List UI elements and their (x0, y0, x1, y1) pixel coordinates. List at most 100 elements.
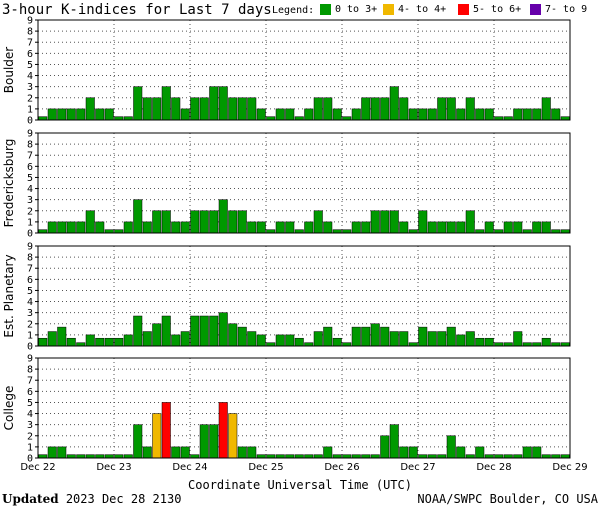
y-tick-label: 6 (27, 49, 33, 60)
panel-frame (37, 132, 571, 234)
k-index-bar (408, 108, 418, 121)
k-index-bar (95, 108, 105, 121)
y-tick-label: 1 (27, 104, 33, 115)
k-index-bar (427, 108, 437, 121)
k-index-bar (190, 210, 200, 234)
panel-name-1: Fredericksburg (2, 139, 16, 228)
k-index-bar (380, 326, 390, 347)
k-index-bar (209, 315, 219, 347)
x-tick-label: Dec 22 (20, 462, 55, 473)
k-index-bar (370, 210, 380, 234)
k-index-bar (57, 446, 67, 459)
k-index-bar (161, 86, 171, 121)
k-index-bar (323, 446, 333, 459)
k-index-bar (399, 97, 409, 121)
k-index-bar (228, 323, 238, 347)
y-tick-label: 5 (27, 398, 33, 409)
y-tick-label: 3 (27, 82, 33, 93)
y-tick-label: 6 (27, 387, 33, 398)
x-tick-label: Dec 23 (96, 462, 131, 473)
y-tick-label: 1 (27, 330, 33, 341)
k-index-bar (456, 108, 466, 121)
y-tick-label: 9 (27, 354, 33, 365)
k-index-bar (85, 334, 95, 347)
legend-text-green: 0 to 3+ (335, 4, 378, 15)
k-index-bar (446, 326, 456, 347)
y-tick-label: 8 (27, 253, 33, 264)
x-tick-label: Dec 24 (172, 462, 207, 473)
k-index-bar (76, 221, 86, 234)
y-tick-label: 4 (27, 184, 33, 195)
k-index-bar (104, 108, 114, 121)
k-index-bar (503, 221, 513, 234)
k-index-bar (76, 108, 86, 121)
legend-item-red: 5- to 6+ (458, 4, 521, 15)
k-index-bar (57, 221, 67, 234)
k-index-bar (437, 97, 447, 121)
y-tick-label: 9 (27, 242, 33, 253)
panel-frame (37, 19, 571, 121)
y-tick-label: 2 (27, 431, 33, 442)
k-index-bar (475, 446, 485, 459)
k-index-bar (66, 108, 76, 121)
k-index-bar (171, 97, 181, 121)
k-index-bar (399, 331, 409, 347)
y-tick-label: 5 (27, 286, 33, 297)
k-index-bar (370, 323, 380, 347)
k-index-bar (133, 199, 143, 234)
y-tick-label: 2 (27, 93, 33, 104)
k-index-bar (161, 402, 171, 459)
k-index-bar (418, 326, 428, 347)
k-index-bar (304, 221, 314, 234)
legend-item-purple: 7- to 9 (530, 4, 587, 15)
k-index-bar (541, 221, 551, 234)
k-index-bar (38, 337, 48, 347)
k-index-bar (351, 326, 361, 347)
panel-frame (37, 245, 571, 347)
y-tick-label: 6 (27, 162, 33, 173)
k-index-bar (142, 446, 152, 459)
k-index-bar (475, 337, 485, 347)
k-index-bar (57, 108, 67, 121)
k-index-bar (484, 108, 494, 121)
y-tick-label: 4 (27, 297, 33, 308)
k-index-bar (275, 334, 285, 347)
y-tick-label: 1 (27, 442, 33, 453)
k-index-bar (171, 221, 181, 234)
k-index-bar (237, 210, 247, 234)
k-index-bar (247, 97, 257, 121)
y-tick-label: 6 (27, 275, 33, 286)
k-index-bar (47, 108, 57, 121)
k-index-bar (47, 221, 57, 234)
updated-label: Updated (2, 492, 59, 506)
k-index-bar (541, 97, 551, 121)
y-tick-label: 7 (27, 264, 33, 275)
y-tick-label: 1 (27, 217, 33, 228)
k-index-bar (209, 86, 219, 121)
k-index-bar (47, 446, 57, 459)
x-axis-title: Coordinate Universal Time (UTC) (188, 478, 412, 492)
legend-swatch-yellow (383, 4, 394, 15)
k-index-bar (237, 326, 247, 347)
legend-text-purple: 7- to 9 (545, 4, 588, 15)
k-index-bar (351, 108, 361, 121)
panel-name-0: Boulder (2, 47, 16, 94)
legend-item-green: 0 to 3+ (320, 4, 377, 15)
k-index-bar (180, 446, 190, 459)
y-tick-label: 7 (27, 151, 33, 162)
k-index-bar (513, 221, 523, 234)
k-index-bar (285, 221, 295, 234)
k-index-bar (532, 108, 542, 121)
k-index-bar (247, 221, 257, 234)
k-index-bar (256, 108, 266, 121)
k-index-bar (532, 221, 542, 234)
k-index-bar (399, 446, 409, 459)
k-index-bar (161, 210, 171, 234)
k-index-bar (446, 97, 456, 121)
k-index-bar (152, 210, 162, 234)
y-tick-label: 2 (27, 319, 33, 330)
k-index-bar (313, 331, 323, 347)
y-tick-label: 7 (27, 376, 33, 387)
k-index-bar (361, 97, 371, 121)
